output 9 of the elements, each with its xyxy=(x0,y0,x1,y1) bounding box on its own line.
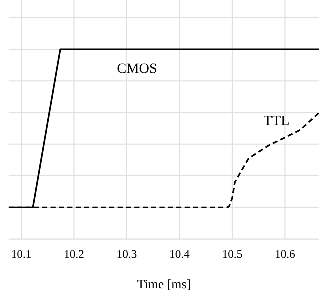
x-tick-label: 10.5 xyxy=(223,250,242,258)
x-tick-label: 10.1 xyxy=(12,250,31,258)
x-tick-label: 10.3 xyxy=(118,250,137,258)
series-label: TTL xyxy=(264,116,289,126)
x-tick-label: 10.6 xyxy=(276,250,296,258)
x-tick-label: 10.4 xyxy=(170,250,190,258)
x-tick-label: 10.2 xyxy=(65,250,84,258)
x-axis-title: Time [ms] xyxy=(138,280,190,290)
series-label: CMOS xyxy=(118,64,156,74)
